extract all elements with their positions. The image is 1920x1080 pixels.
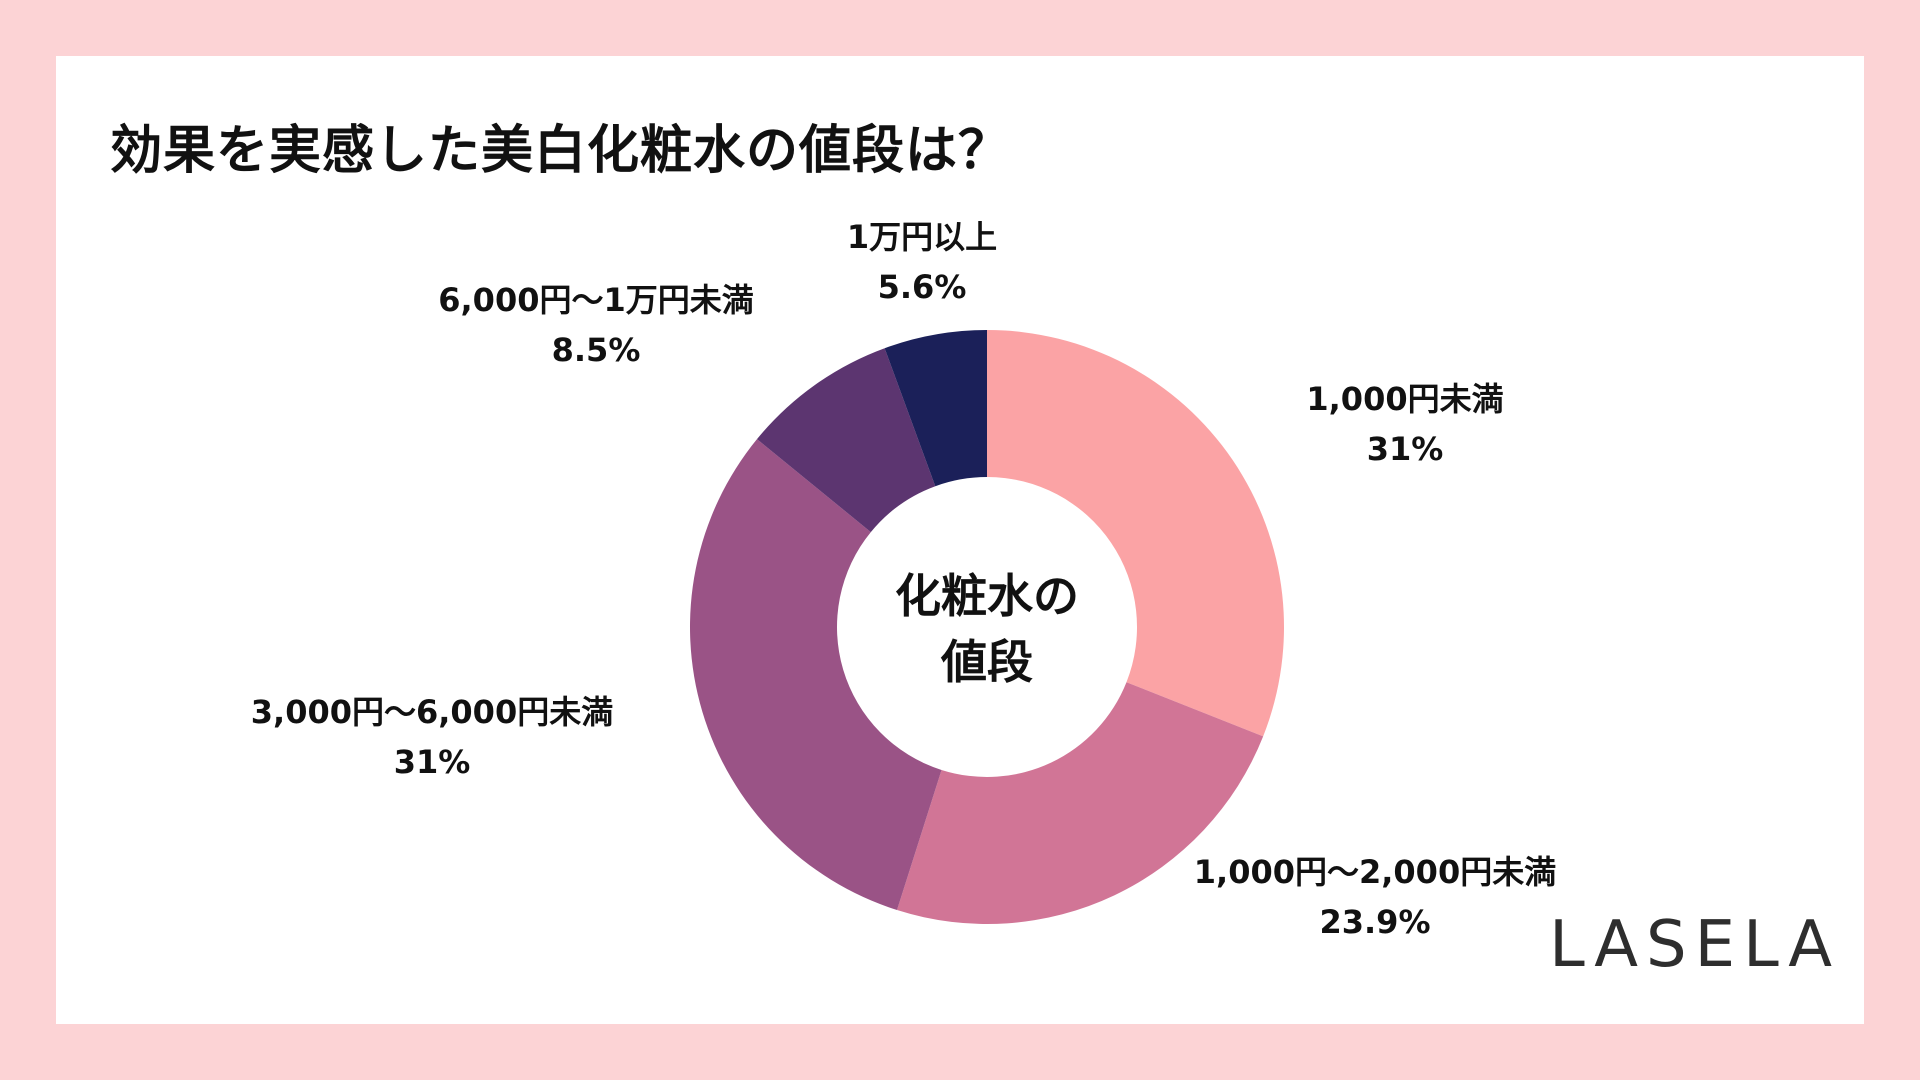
slice-value-3: 31% — [394, 743, 471, 781]
slices-layer — [690, 330, 1284, 924]
slice-4 — [756, 348, 936, 533]
slice-value-2: 23.9% — [1319, 903, 1430, 941]
slice-label-1: 1,000円未満 — [1306, 380, 1503, 418]
slice-label-2: 1,000円〜2,000円未満 — [1194, 853, 1556, 891]
center-layer: 化粧水の値段 — [895, 569, 1079, 689]
center-label-line-2: 値段 — [940, 635, 1033, 689]
slice-label-4: 6,000円〜1万円未満 — [438, 281, 754, 319]
slice-label-5: 1万円以上 — [847, 218, 997, 256]
lasela-logo: LASELA — [1549, 908, 1840, 982]
center-label-line-1: 化粧水の — [895, 569, 1079, 623]
slice-5 — [884, 330, 987, 487]
slice-3 — [690, 439, 942, 911]
slice-value-1: 31% — [1367, 430, 1444, 468]
labels-layer: 1,000円未満 31% 1,000円〜2,000円未満 23.9% 3,000円〜6,… — [251, 218, 1556, 941]
slice-label-3: 3,000円〜6,000円未満 — [251, 693, 613, 731]
slice-value-5: 5.6% — [878, 268, 967, 306]
chart-title: 効果を実感した美白化粧水の値段は？ — [110, 121, 1012, 181]
slice-value-4: 8.5% — [552, 331, 641, 369]
slice-2 — [896, 682, 1264, 924]
slice-1 — [987, 330, 1284, 737]
